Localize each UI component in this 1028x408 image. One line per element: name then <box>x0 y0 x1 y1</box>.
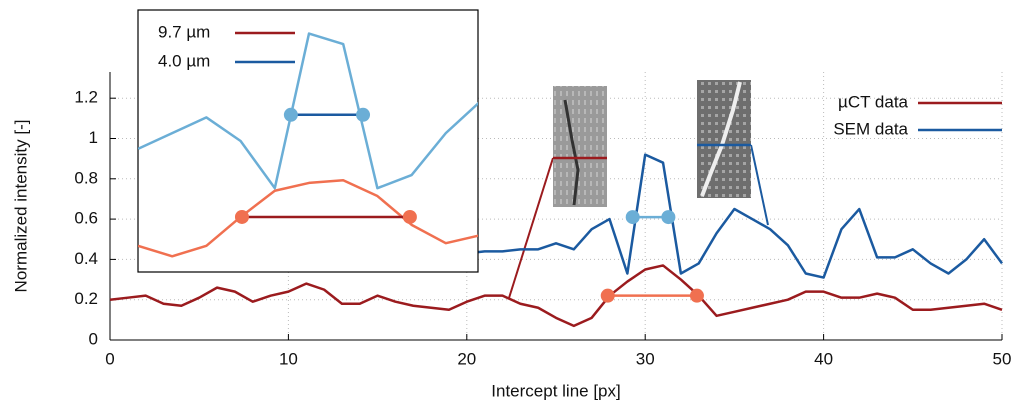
series-line <box>109 264 1003 328</box>
fwhm-marker <box>661 210 676 225</box>
legend-label: 9.7 µm <box>158 22 210 41</box>
series-line <box>138 32 478 190</box>
y-tick-label: 0.2 <box>74 289 98 308</box>
zoom-line <box>508 157 554 299</box>
y-tick-label: 0.4 <box>74 249 98 268</box>
fwhm-marker <box>356 107 371 122</box>
x-tick-label: 10 <box>279 349 298 368</box>
thumbnail-crack <box>563 99 580 206</box>
fwhm-marker <box>402 209 417 224</box>
thumbnail-image <box>553 86 607 207</box>
legend-label: SEM data <box>833 119 908 138</box>
series-line <box>466 153 1004 279</box>
y-tick-label: 1.2 <box>74 88 98 107</box>
x-tick-label: 20 <box>457 349 476 368</box>
y-tick-label: 0.6 <box>74 209 98 228</box>
y-tick-label: 0 <box>89 329 98 348</box>
zoom-line <box>750 144 769 226</box>
fwhm-marker <box>600 288 615 303</box>
fwhm-marker <box>689 288 704 303</box>
y-tick-label: 0.8 <box>74 168 98 187</box>
x-tick-label: 30 <box>636 349 655 368</box>
legend-label: 4.0 µm <box>158 51 210 70</box>
x-tick-label: 0 <box>105 349 114 368</box>
x-axis-title: Intercept line [px] <box>491 381 620 400</box>
x-tick-label: 40 <box>814 349 833 368</box>
y-axis-title: Normalized intensity [-] <box>11 120 30 293</box>
fwhm-marker <box>625 210 640 225</box>
inset-frame <box>137 9 479 273</box>
y-tick-label: 1 <box>89 128 98 147</box>
series-line <box>138 179 478 258</box>
fwhm-marker <box>283 107 298 122</box>
fwhm-marker <box>234 209 249 224</box>
x-tick-label: 50 <box>993 349 1012 368</box>
legend-label: µCT data <box>838 92 909 111</box>
